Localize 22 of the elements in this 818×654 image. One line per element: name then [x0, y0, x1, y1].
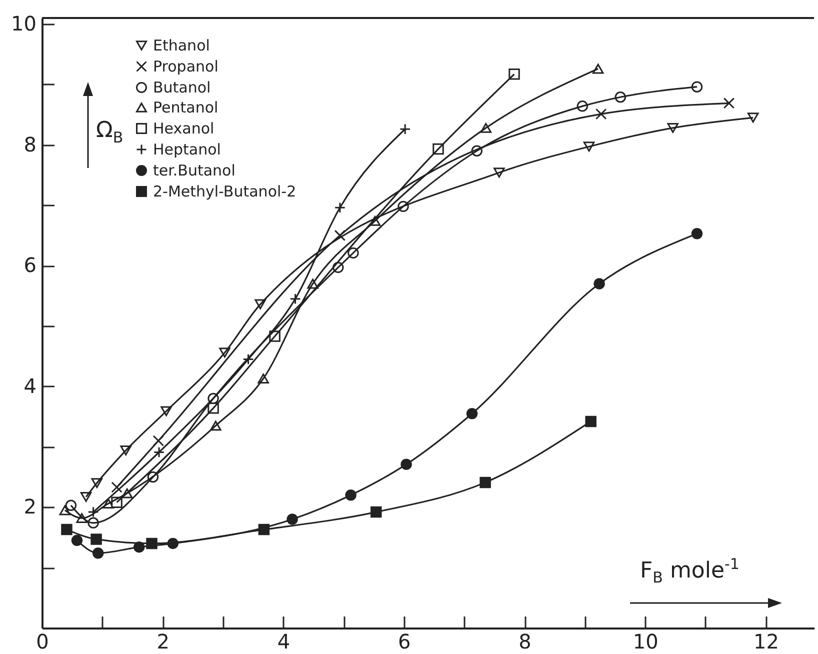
- y-axis-title: Ω$_{B}$: [96, 118, 124, 146]
- x-tick-label: 4: [277, 630, 290, 654]
- x-tick-label: 2: [156, 630, 170, 654]
- y-tick-label: 10: [11, 12, 36, 36]
- y-tick-label: 6: [24, 253, 36, 278]
- legend-label: Heptanol: [153, 140, 221, 158]
- legend-label: ter.Butanol: [153, 162, 236, 180]
- y-tick-label: 8: [24, 132, 36, 156]
- legend-label: Ethanol: [153, 36, 210, 54]
- legend-label: 2-Methyl-Butanol-2: [153, 182, 296, 200]
- legend-label: Butanol: [153, 78, 211, 96]
- x-tick-label: 6: [398, 630, 411, 654]
- x-axis-title: F$_{B}$ mole$^{-1}$: [640, 555, 740, 587]
- x-tick-label: 12: [754, 630, 779, 654]
- y-tick-label: 2: [24, 494, 36, 519]
- y-tick-label: 4: [24, 374, 36, 398]
- legend-label: Pentanol: [153, 98, 218, 116]
- x-tick-label: 0: [36, 630, 49, 654]
- x-tick-label: 10: [632, 630, 658, 654]
- legend-label: Propanol: [153, 58, 218, 76]
- legend-label: Hexanol: [153, 120, 214, 138]
- x-tick-label: 8: [518, 630, 532, 654]
